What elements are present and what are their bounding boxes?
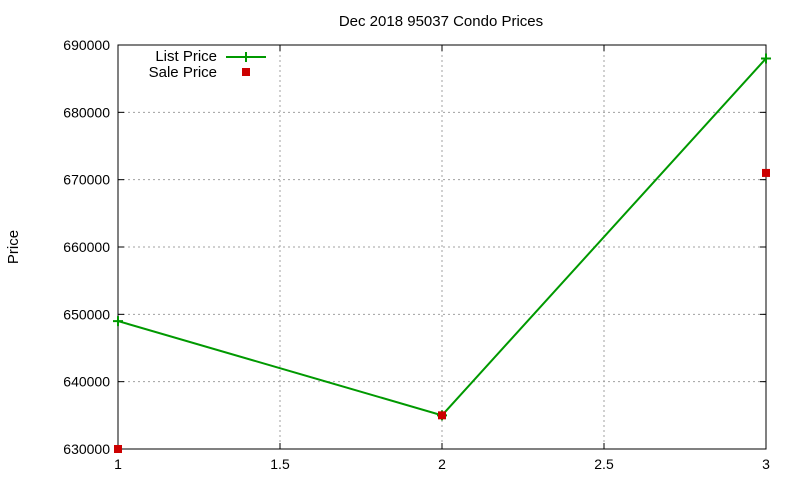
y-tick-label: 680000	[63, 104, 110, 120]
y-tick-label: 630000	[63, 441, 110, 457]
legend: List Price Sale Price	[149, 48, 266, 81]
x-tick-label: 2	[438, 456, 446, 472]
x-tick-label: 3	[762, 456, 770, 472]
y-axis-label: Price	[5, 230, 22, 264]
y-tick-label: 660000	[63, 239, 110, 255]
legend-marker-sale-price	[242, 68, 250, 76]
chart-title: Dec 2018 95037 Condo Prices	[339, 13, 543, 30]
x-tick-label: 1.5	[270, 456, 290, 472]
x-tick-label: 1	[114, 456, 122, 472]
axis-ticks: 630000 640000 650000 660000 670000 680000 6900…	[63, 37, 770, 472]
legend-marker-list-price	[241, 52, 251, 62]
y-tick-label: 690000	[63, 37, 110, 53]
series-group	[113, 53, 771, 453]
y-tick-label: 670000	[63, 172, 110, 188]
list-price-point	[113, 316, 123, 327]
legend-label-list-price: List Price	[155, 48, 217, 65]
legend-label-sale-price: Sale Price	[149, 64, 217, 81]
x-tick-label: 2.5	[594, 456, 614, 472]
y-tick-label: 640000	[63, 374, 110, 390]
sale-price-point	[114, 445, 122, 453]
sale-price-point	[762, 168, 770, 177]
list-price-point	[761, 53, 771, 64]
y-tick-label: 650000	[63, 306, 110, 322]
grid-lines	[118, 45, 766, 449]
sale-price-point	[438, 411, 446, 420]
